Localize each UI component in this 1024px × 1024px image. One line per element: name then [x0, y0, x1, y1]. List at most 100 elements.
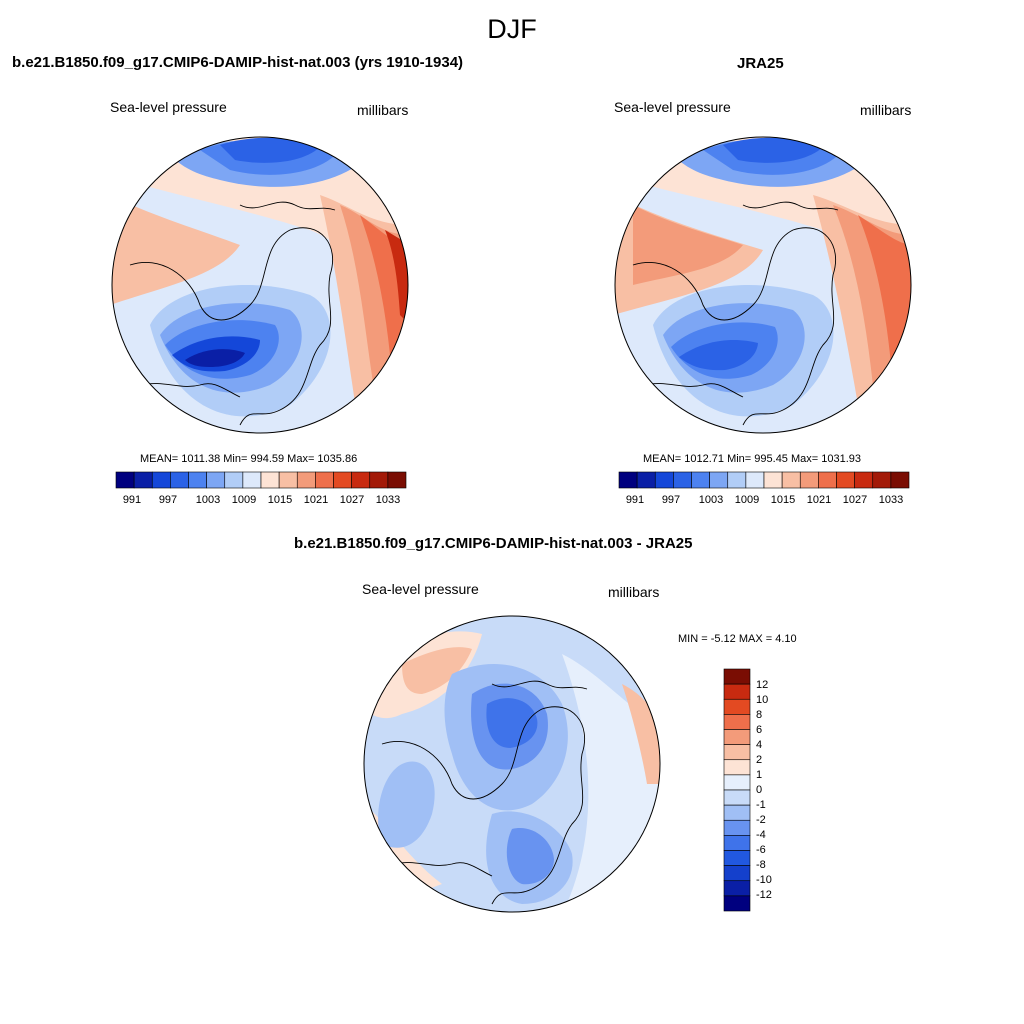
colorbar-swatch [723, 698, 751, 715]
season-title: DJF [487, 14, 537, 44]
panel-3-tick: -8 [756, 859, 766, 871]
panel-1-polar-map [111, 136, 409, 434]
panel-3-units-label: millibars [608, 584, 660, 600]
panel-2-tick: 1015 [770, 494, 796, 506]
panel-3-tick: -1 [756, 799, 766, 811]
colorbar-swatch [242, 471, 262, 489]
panel-1-tick: 1033 [375, 494, 401, 506]
panel-1-colorbar [115, 471, 407, 489]
panel-3-tick: 10 [756, 694, 769, 706]
panel-3-colorbar-ticks: 12 10 8 6 4 2 1 0 -1 -2 -4 -6 -8 -10 -12 [756, 679, 796, 909]
colorbar-swatch [315, 471, 334, 489]
colorbar-swatch [723, 804, 751, 821]
colorbar-swatch [723, 865, 751, 882]
colorbar-swatch [278, 471, 298, 489]
colorbar-swatch [296, 471, 316, 489]
panel-2-tick: 991 [625, 494, 645, 506]
colorbar-swatch [691, 471, 710, 489]
colorbar-swatch [133, 471, 153, 489]
panel-2-colorbar [618, 471, 910, 489]
colorbar-swatch [763, 471, 783, 489]
panel-2-polar-map [614, 136, 912, 434]
colorbar-swatch [723, 850, 751, 866]
colorbar-swatch [206, 471, 226, 489]
colorbar-swatch [799, 471, 819, 489]
panel-3-tick: 1 [756, 769, 763, 781]
panel-3-tick: 12 [756, 679, 769, 691]
panel-3-title: b.e21.B1850.f09_g17.CMIP6-DAMIP-hist-nat… [294, 535, 693, 552]
panel-1-tick: 1003 [195, 494, 221, 506]
panel-3-tick: 8 [756, 709, 763, 721]
panel-2-colorbar-ticks: 991 997 1003 1009 1015 1021 1027 1033 [619, 494, 909, 508]
colorbar-swatch [745, 471, 765, 489]
panel-3-tick: -12 [756, 889, 772, 901]
colorbar-swatch [151, 471, 171, 489]
panel-1-variable-label: Sea-level pressure [110, 99, 227, 115]
panel-3-variable-label: Sea-level pressure [362, 581, 479, 597]
panel-1-tick: 1021 [303, 494, 329, 506]
panel-2-tick: 1003 [698, 494, 724, 506]
colorbar-swatch [723, 895, 751, 912]
colorbar-swatch [636, 471, 656, 489]
colorbar-swatch [723, 835, 751, 851]
panel-3-tick: 2 [756, 754, 763, 766]
colorbar-swatch [709, 471, 729, 489]
panel-1-tick: 1015 [267, 494, 293, 506]
colorbar-swatch [260, 471, 280, 489]
panel-1-tick: 997 [158, 494, 178, 506]
colorbar-swatch [836, 471, 855, 489]
panel-3-tick: 4 [756, 739, 763, 751]
panel-3-tick: 0 [756, 784, 763, 796]
colorbar-swatch [723, 819, 751, 836]
colorbar-swatch [618, 471, 638, 489]
panel-3-tick: -2 [756, 814, 766, 826]
panel-3-tick: -6 [756, 844, 766, 856]
colorbar-swatch [224, 471, 244, 489]
panel-3-stats: MIN = -5.12 MAX = 4.10 [678, 633, 797, 645]
panel-2-variable-label: Sea-level pressure [614, 99, 731, 115]
colorbar-swatch [727, 471, 747, 489]
panel-1-stats: MEAN= 1011.38 Min= 994.59 Max= 1035.86 [140, 453, 358, 465]
panel-2-tick: 1027 [842, 494, 868, 506]
panel-2-tick: 1033 [878, 494, 904, 506]
colorbar-swatch [723, 744, 751, 761]
panel-2-title: JRA25 [737, 55, 784, 72]
colorbar-swatch [723, 789, 751, 806]
panel-3-tick: -4 [756, 829, 766, 841]
colorbar-swatch [723, 714, 751, 730]
panel-3-colorbar [723, 668, 751, 912]
colorbar-swatch [723, 668, 751, 685]
panel-1-title: b.e21.B1850.f09_g17.CMIP6-DAMIP-hist-nat… [12, 54, 464, 71]
panel-1-units-label: millibars [357, 102, 409, 118]
colorbar-swatch [723, 774, 751, 791]
colorbar-swatch [333, 471, 352, 489]
colorbar-swatch [723, 880, 751, 897]
colorbar-swatch [369, 471, 389, 489]
colorbar-swatch [723, 683, 751, 700]
panel-2-tick: 1009 [734, 494, 760, 506]
colorbar-swatch [387, 471, 407, 489]
panel-2-stats: MEAN= 1012.71 Min= 995.45 Max= 1031.93 [643, 453, 862, 465]
colorbar-swatch [723, 759, 751, 776]
panel-2-tick: 1021 [806, 494, 832, 506]
panel-1-tick: 1009 [231, 494, 257, 506]
colorbar-swatch [673, 471, 692, 489]
panel-1-colorbar-ticks: 991 997 1003 1009 1015 1021 1027 1033 [116, 494, 406, 508]
colorbar-swatch [723, 729, 751, 745]
colorbar-swatch [872, 471, 892, 489]
colorbar-swatch [351, 471, 371, 489]
colorbar-swatch [170, 471, 189, 489]
colorbar-swatch [890, 471, 910, 489]
panel-3-tick: -10 [756, 874, 772, 886]
colorbar-swatch [654, 471, 674, 489]
colorbar-swatch [854, 471, 874, 489]
panel-2-units-label: millibars [860, 102, 912, 118]
panel-1-tick: 991 [122, 494, 142, 506]
panel-1-tick: 1027 [339, 494, 365, 506]
panel-3-tick: 6 [756, 724, 763, 736]
colorbar-swatch [188, 471, 207, 489]
colorbar-swatch [818, 471, 837, 489]
panel-2-tick: 997 [661, 494, 681, 506]
panel-3-polar-map [363, 615, 661, 913]
colorbar-swatch [781, 471, 801, 489]
